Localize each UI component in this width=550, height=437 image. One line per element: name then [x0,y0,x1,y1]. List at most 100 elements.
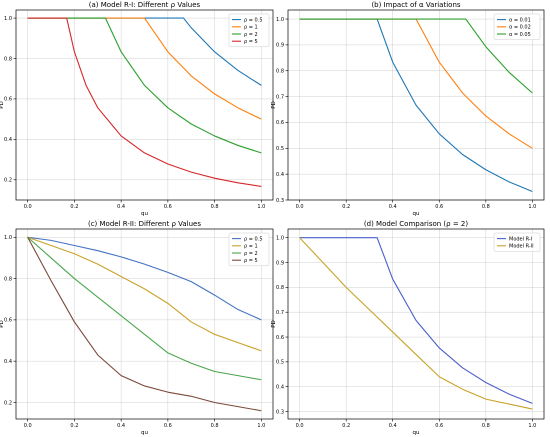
y-tick-label: 0.8 [276,69,284,75]
y-tick-label: 0.2 [4,178,12,184]
axes-frame [287,228,545,420]
legend-box [493,13,541,40]
series-line-3 [27,17,262,188]
legend-label: ρ = 1 [244,244,258,250]
series-line-3 [27,236,262,412]
y-tick-label: 0.7 [276,310,284,316]
x-axis-label: qu [141,211,148,217]
y-tick-label: 0.4 [4,137,12,143]
legend-label: Model R-II [509,244,534,250]
series-line-2 [299,18,533,94]
y-tick-label: 1.0 [4,235,12,241]
series-line-2 [27,236,262,381]
axes-frame [287,9,545,201]
chart-panel-2: 0.0 0.2 0.4 0.6 0.8 1.0 0.2 0.4 0.6 0.8 1.0 (c) Mod… [0,220,274,436]
x-tick-label: 0.2 [70,423,78,429]
legend-label: ρ = 5 [244,39,258,45]
y-axis-label: PD [0,320,5,328]
legend-label: α = 0.01 [509,17,531,23]
y-tick-label: 0.3 [276,198,284,204]
y-tick-label: 0.9 [276,260,284,266]
series-line-1 [299,237,533,410]
chart-panel-0: 0.0 0.2 0.4 0.6 0.8 1.0 0.2 0.4 0.6 0.8 1.0 (a) Mod… [0,1,274,217]
legend: ρ = 0.5 ρ = 1ρ = 2ρ = 5 [228,232,270,267]
chart-title: (c) Model R-II: Different ρ Values [88,220,201,228]
x-tick-label: 0.8 [482,204,490,210]
chart-panel-1: 0.0 0.2 0.4 0.6 0.8 1.0 0.3 0.4 0.5 0.6 0.7 0.8 0.9 1… [271,1,545,217]
legend-label: ρ = 5 [244,258,258,264]
legend-label: ρ = 0.5 [244,236,263,242]
x-tick-label: 0.4 [117,423,125,429]
x-tick-label: 0.6 [164,204,172,210]
y-tick-label: 0.4 [276,172,284,178]
y-tick-label: 0.8 [276,285,284,291]
y-tick-label: 0.5 [276,360,284,366]
series-line-2 [27,17,262,154]
y-tick-label: 1.0 [276,235,284,241]
series-line-0 [27,236,262,321]
y-tick-label: 0.9 [276,43,284,49]
legend-label: α = 0.02 [509,25,531,31]
chart-title: (b) Impact of α Variations [371,1,460,9]
y-tick-label: 0.2 [4,400,12,406]
y-axis-label: PD [0,101,5,109]
x-tick-label: 0.6 [435,204,443,210]
legend-label: ρ = 1 [244,25,258,31]
legend: α = 0.01 α = 0.02α = 0.05 [493,13,541,40]
x-tick-label: 0.2 [342,423,350,429]
x-tick-label: 0.8 [211,204,219,210]
x-tick-label: 0.0 [296,204,304,210]
chart-title: (d) Model Comparison (ρ = 2) [364,220,468,228]
y-tick-label: 0.8 [4,56,12,62]
y-tick-label: 0.6 [4,97,12,103]
x-tick-label: 1.0 [257,204,265,210]
x-tick-label: 0.6 [164,423,172,429]
legend-label: ρ = 2 [244,251,258,257]
y-tick-label: 0.6 [276,335,284,341]
x-tick-label: 1.0 [257,423,265,429]
x-tick-label: 0.8 [482,423,490,429]
legend-label: α = 0.05 [509,32,531,38]
y-tick-label: 1.0 [4,16,12,22]
y-tick-label: 0.6 [4,318,12,324]
x-tick-label: 1.0 [528,423,536,429]
y-tick-label: 0.4 [4,359,12,365]
x-tick-label: 0.8 [211,423,219,429]
legend-box [493,232,541,252]
series-line-1 [27,236,262,352]
axes-frame [15,9,274,201]
x-tick-label: 0.2 [70,204,78,210]
series-line-0 [299,237,533,404]
x-tick-label: 0.4 [117,204,125,210]
y-axis-label: PD [271,320,277,328]
legend-box [228,232,270,267]
y-tick-label: 0.8 [4,276,12,282]
x-axis-label: qu [413,211,420,217]
y-axis-label: PD [271,101,277,109]
x-axis-label: qu [141,430,148,436]
x-tick-label: 1.0 [528,204,536,210]
y-tick-label: 0.3 [276,409,284,415]
y-tick-label: 0.6 [276,120,284,126]
x-tick-label: 0.4 [389,204,397,210]
legend-box [228,13,270,48]
axes-frame [15,228,274,420]
chart-panel-3: 0.0 0.2 0.4 0.6 0.8 1.0 0.3 0.4 0.5 0.6 0.7 0.8 0.9 1… [271,220,545,436]
legend-label: Model R-I [509,236,532,242]
y-tick-label: 1.0 [276,17,284,23]
y-tick-label: 0.4 [276,385,284,391]
y-tick-label: 0.5 [276,146,284,152]
legend-label: ρ = 2 [244,32,258,38]
legend-label: ρ = 0.5 [244,17,263,23]
x-tick-label: 0.0 [24,204,32,210]
legend: Model R-I Model R-II [493,232,541,252]
chart-title: (a) Model R-I: Different ρ Values [89,1,201,9]
y-tick-label: 0.7 [276,94,284,100]
x-tick-label: 0.4 [389,423,397,429]
x-axis-label: qu [413,430,420,436]
x-tick-label: 0.0 [296,423,304,429]
plot-area [288,229,544,419]
x-tick-label: 0.2 [342,204,350,210]
x-tick-label: 0.0 [24,423,32,429]
